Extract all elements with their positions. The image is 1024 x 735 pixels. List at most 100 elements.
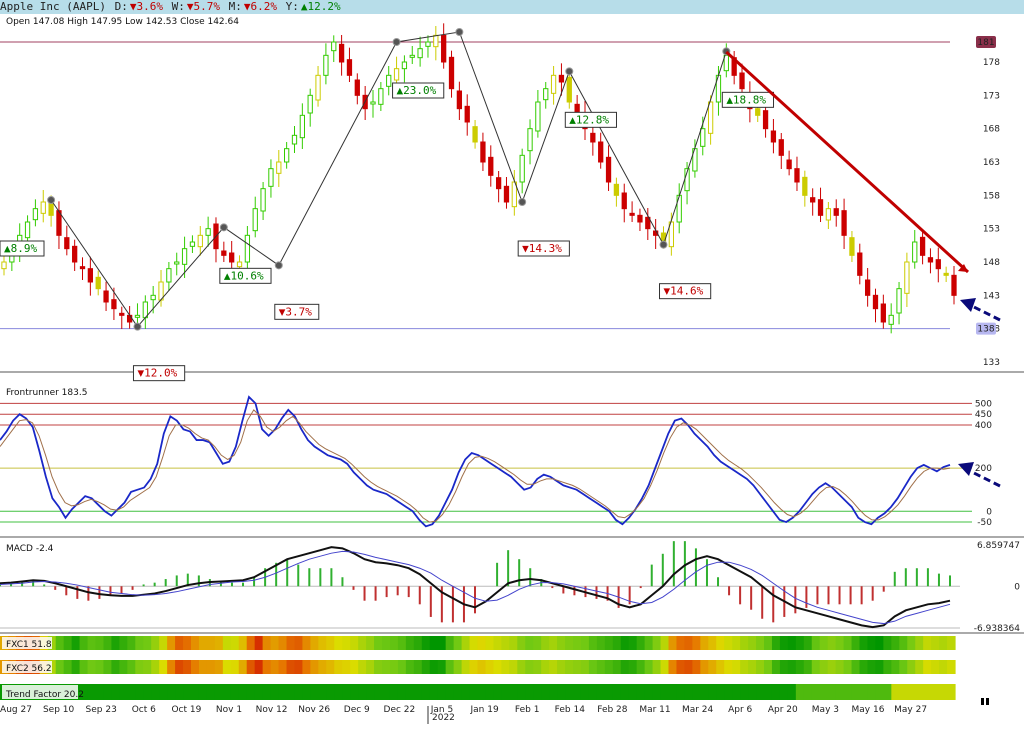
- heat-cell: [931, 684, 940, 700]
- heat-cell: [628, 636, 638, 650]
- heat-cell: [389, 636, 399, 650]
- heat-cell: [421, 636, 431, 650]
- heat-cell: [819, 636, 829, 650]
- month-change: ▼6.2%: [243, 0, 277, 13]
- heat-cell: [230, 636, 240, 650]
- heat-cell: [580, 660, 590, 674]
- heat-cell: [811, 636, 821, 650]
- heat-cell: [843, 660, 853, 674]
- heat-cell: [103, 660, 113, 674]
- heat-cell: [342, 636, 351, 650]
- heat-cell: [294, 660, 304, 674]
- heat-cell: [732, 660, 741, 674]
- swing-point: [274, 261, 283, 270]
- candle-body: [189, 241, 196, 247]
- candle-body: [456, 90, 463, 110]
- heat-cell: [811, 660, 821, 674]
- heat-cell: [501, 684, 510, 700]
- heat-label-bg: [2, 685, 78, 699]
- candle-body: [880, 303, 886, 323]
- candle-body: [904, 261, 910, 294]
- heat-cell: [716, 636, 725, 650]
- heat-cell: [397, 684, 407, 700]
- candle-body: [755, 108, 761, 116]
- heat-label-bg: [2, 637, 52, 649]
- heat-cell: [214, 684, 224, 700]
- heat-cell: [573, 684, 582, 700]
- heat-cell: [127, 636, 136, 650]
- heat-cell: [596, 636, 606, 650]
- heat-cell: [382, 684, 391, 700]
- heat-cell: [485, 636, 495, 650]
- heat-cell: [612, 660, 622, 674]
- heat-cell: [63, 660, 73, 674]
- heat-cell: [787, 684, 797, 700]
- price-level-label: 181: [977, 38, 994, 48]
- heat-cell: [883, 636, 892, 650]
- candle-body: [802, 176, 808, 196]
- candle-body: [841, 210, 847, 236]
- price-level-badge: [976, 322, 996, 335]
- heat-cell: [716, 660, 725, 674]
- candle-body: [550, 74, 557, 94]
- heat-cell: [628, 684, 638, 700]
- heat-cell: [620, 636, 630, 650]
- heat-cell: [366, 660, 375, 674]
- heat-cell: [660, 636, 670, 650]
- heat-cell: [477, 660, 487, 674]
- swing-point: [518, 198, 527, 206]
- date-axis-tick: Feb 14: [555, 705, 586, 715]
- candle-body: [417, 48, 423, 59]
- heat-cell: [350, 684, 359, 700]
- heat-cell: [302, 636, 311, 650]
- heat-cell: [811, 684, 821, 700]
- heat-cell: [939, 660, 948, 674]
- heat-cell: [95, 660, 105, 674]
- heat-cell: [557, 660, 566, 674]
- heat-cell: [565, 636, 574, 650]
- candle-body: [40, 201, 46, 214]
- year-marker: 2022: [432, 713, 455, 723]
- heat-cell: [915, 636, 924, 650]
- heat-cell: [318, 636, 327, 650]
- heat-cell: [310, 636, 319, 650]
- heat-cell: [421, 684, 431, 700]
- heat-cell: [835, 660, 845, 674]
- heat-cell: [795, 684, 805, 700]
- heat-cell: [119, 684, 128, 700]
- heat-cell: [771, 636, 781, 650]
- heat-cell: [923, 636, 932, 650]
- heat-cell: [477, 684, 487, 700]
- heat-cell: [573, 660, 582, 674]
- heat-cell: [501, 636, 510, 650]
- candle-body: [621, 192, 627, 210]
- heat-cell: [684, 684, 693, 700]
- heat-cell: [915, 660, 924, 674]
- heat-cell: [350, 636, 359, 650]
- date-axis-tick: Mar 24: [682, 705, 714, 715]
- heat-cell: [167, 636, 176, 650]
- heat-cell: [151, 684, 160, 700]
- day-label: D:: [114, 0, 128, 13]
- candle-body: [1, 261, 7, 270]
- heat-cell: [198, 660, 208, 674]
- heat-cell: [652, 636, 662, 650]
- heat-cell: [604, 684, 614, 700]
- swing-point: [47, 196, 56, 204]
- candle-body: [111, 299, 117, 310]
- price-axis-tick: 153: [983, 225, 1000, 235]
- candle-body: [912, 241, 918, 263]
- heat-cell: [119, 636, 128, 650]
- candle-body: [762, 110, 769, 130]
- heat-cell: [764, 636, 773, 650]
- frontrunner-arrow-head: [958, 462, 974, 476]
- candle-body: [126, 314, 133, 323]
- heat-cell: [206, 636, 216, 650]
- heat-cell: [270, 636, 280, 650]
- candle-body: [503, 185, 510, 203]
- heat-cell: [636, 636, 646, 650]
- heat-cell: [405, 636, 415, 650]
- date-axis-tick: Oct 19: [171, 705, 201, 715]
- candle-body: [566, 76, 572, 103]
